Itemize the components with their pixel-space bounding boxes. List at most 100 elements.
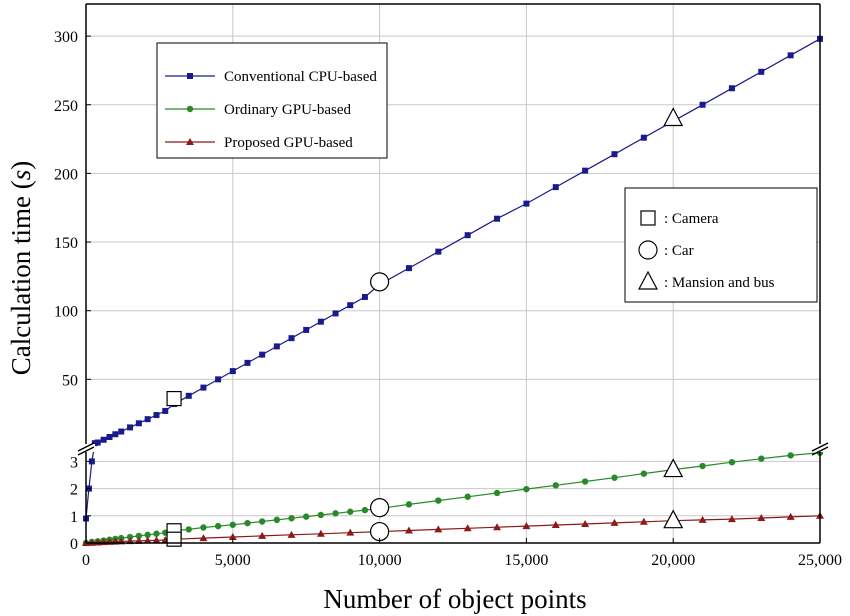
axis-break-mark [811, 442, 829, 452]
data-point [552, 184, 559, 191]
data-point [640, 134, 647, 141]
data-point [582, 167, 589, 174]
data-point [127, 424, 134, 431]
object-markers-layer [166, 107, 684, 547]
data-point [199, 534, 208, 542]
y-axis-title-variable: s [6, 170, 36, 181]
data-point [435, 248, 442, 255]
data-point [494, 215, 501, 222]
data-point [347, 508, 354, 515]
data-point [273, 516, 281, 524]
object-marker-circle [370, 521, 390, 542]
legend-label: : Mansion and bus [664, 275, 775, 291]
data-point [346, 528, 355, 536]
data-point [361, 506, 369, 514]
data-point [126, 533, 134, 541]
axis-break-mark [77, 446, 95, 456]
x-tick-label: 0 [82, 552, 90, 569]
data-point [143, 536, 152, 544]
y-tick-label: 200 [54, 166, 78, 183]
data-point [317, 318, 324, 325]
data-point [303, 513, 310, 520]
legend-triangle-icon [638, 270, 658, 290]
data-point [699, 462, 706, 470]
legend-marker-circle [186, 105, 194, 113]
object-marker-square [166, 531, 182, 547]
series-layer [82, 35, 824, 547]
data-point [493, 489, 501, 497]
data-point [106, 434, 113, 441]
data-point [757, 513, 766, 521]
data-point [185, 526, 192, 533]
object-marker-square [166, 390, 182, 407]
data-point [405, 501, 413, 508]
data-point [229, 368, 236, 375]
data-point [303, 326, 310, 333]
data-point [153, 412, 160, 419]
data-point [581, 478, 589, 485]
data-point [787, 452, 794, 459]
data-point [259, 351, 266, 358]
data-point [135, 420, 142, 427]
y-axis-title-suffix: ) [6, 161, 36, 170]
x-tick-label: 5,000 [215, 552, 251, 569]
legend-label: Ordinary GPU-based [224, 102, 352, 118]
legend-circle-icon [638, 240, 658, 260]
y-tick-label: 100 [54, 304, 78, 321]
object-marker-triangle [663, 509, 684, 529]
data-point [361, 293, 368, 300]
y-tick-label: 250 [54, 98, 78, 115]
x-axis-title: Number of object points [323, 584, 586, 614]
data-point [581, 519, 590, 527]
axes [77, 3, 829, 544]
data-point [185, 392, 192, 399]
data-point [112, 431, 119, 438]
data-point [551, 521, 560, 529]
data-point [332, 310, 339, 317]
data-point [493, 523, 502, 531]
data-point [88, 458, 95, 465]
object-marker-circle [370, 498, 390, 518]
data-point [144, 416, 151, 423]
data-point [434, 525, 443, 533]
data-point [153, 530, 160, 537]
data-point [699, 101, 706, 108]
data-point [522, 522, 531, 530]
data-point [287, 530, 296, 538]
series-line-1 [85, 452, 821, 544]
data-point [134, 536, 143, 544]
data-point [758, 68, 765, 75]
data-point [727, 515, 736, 523]
data-point [610, 518, 619, 526]
data-point [94, 439, 101, 446]
data-point [244, 519, 251, 527]
data-point [228, 533, 237, 541]
data-point [552, 482, 559, 489]
data-point [523, 200, 530, 207]
data-point [200, 384, 207, 391]
series-legend-box [156, 42, 388, 159]
data-point [464, 232, 471, 239]
data-point [288, 335, 295, 342]
data-point [258, 531, 267, 539]
data-point [215, 376, 222, 383]
y-tick-label: 2 [70, 482, 78, 499]
y-tick-label: 150 [54, 235, 78, 252]
data-point [273, 343, 280, 350]
data-point [229, 521, 236, 528]
data-point [316, 529, 325, 537]
legend-marker-square [187, 73, 193, 79]
axis-break-gap [811, 444, 829, 452]
legend-square-icon [640, 210, 656, 226]
data-point [464, 493, 471, 500]
grid-lines [86, 4, 820, 543]
y-axis-title: Calculation time (s) [6, 161, 36, 375]
x-tick-label: 10,000 [358, 552, 402, 569]
y-tick-label: 0 [70, 536, 78, 553]
y-tick-label: 1 [70, 509, 78, 526]
object-marker-circle [370, 272, 390, 292]
tick-labels: 0 5,000 10,000 15,000 20,000 25,0005010015020… [54, 29, 842, 569]
data-point [244, 359, 251, 366]
data-point [100, 436, 107, 443]
data-point [404, 526, 413, 534]
